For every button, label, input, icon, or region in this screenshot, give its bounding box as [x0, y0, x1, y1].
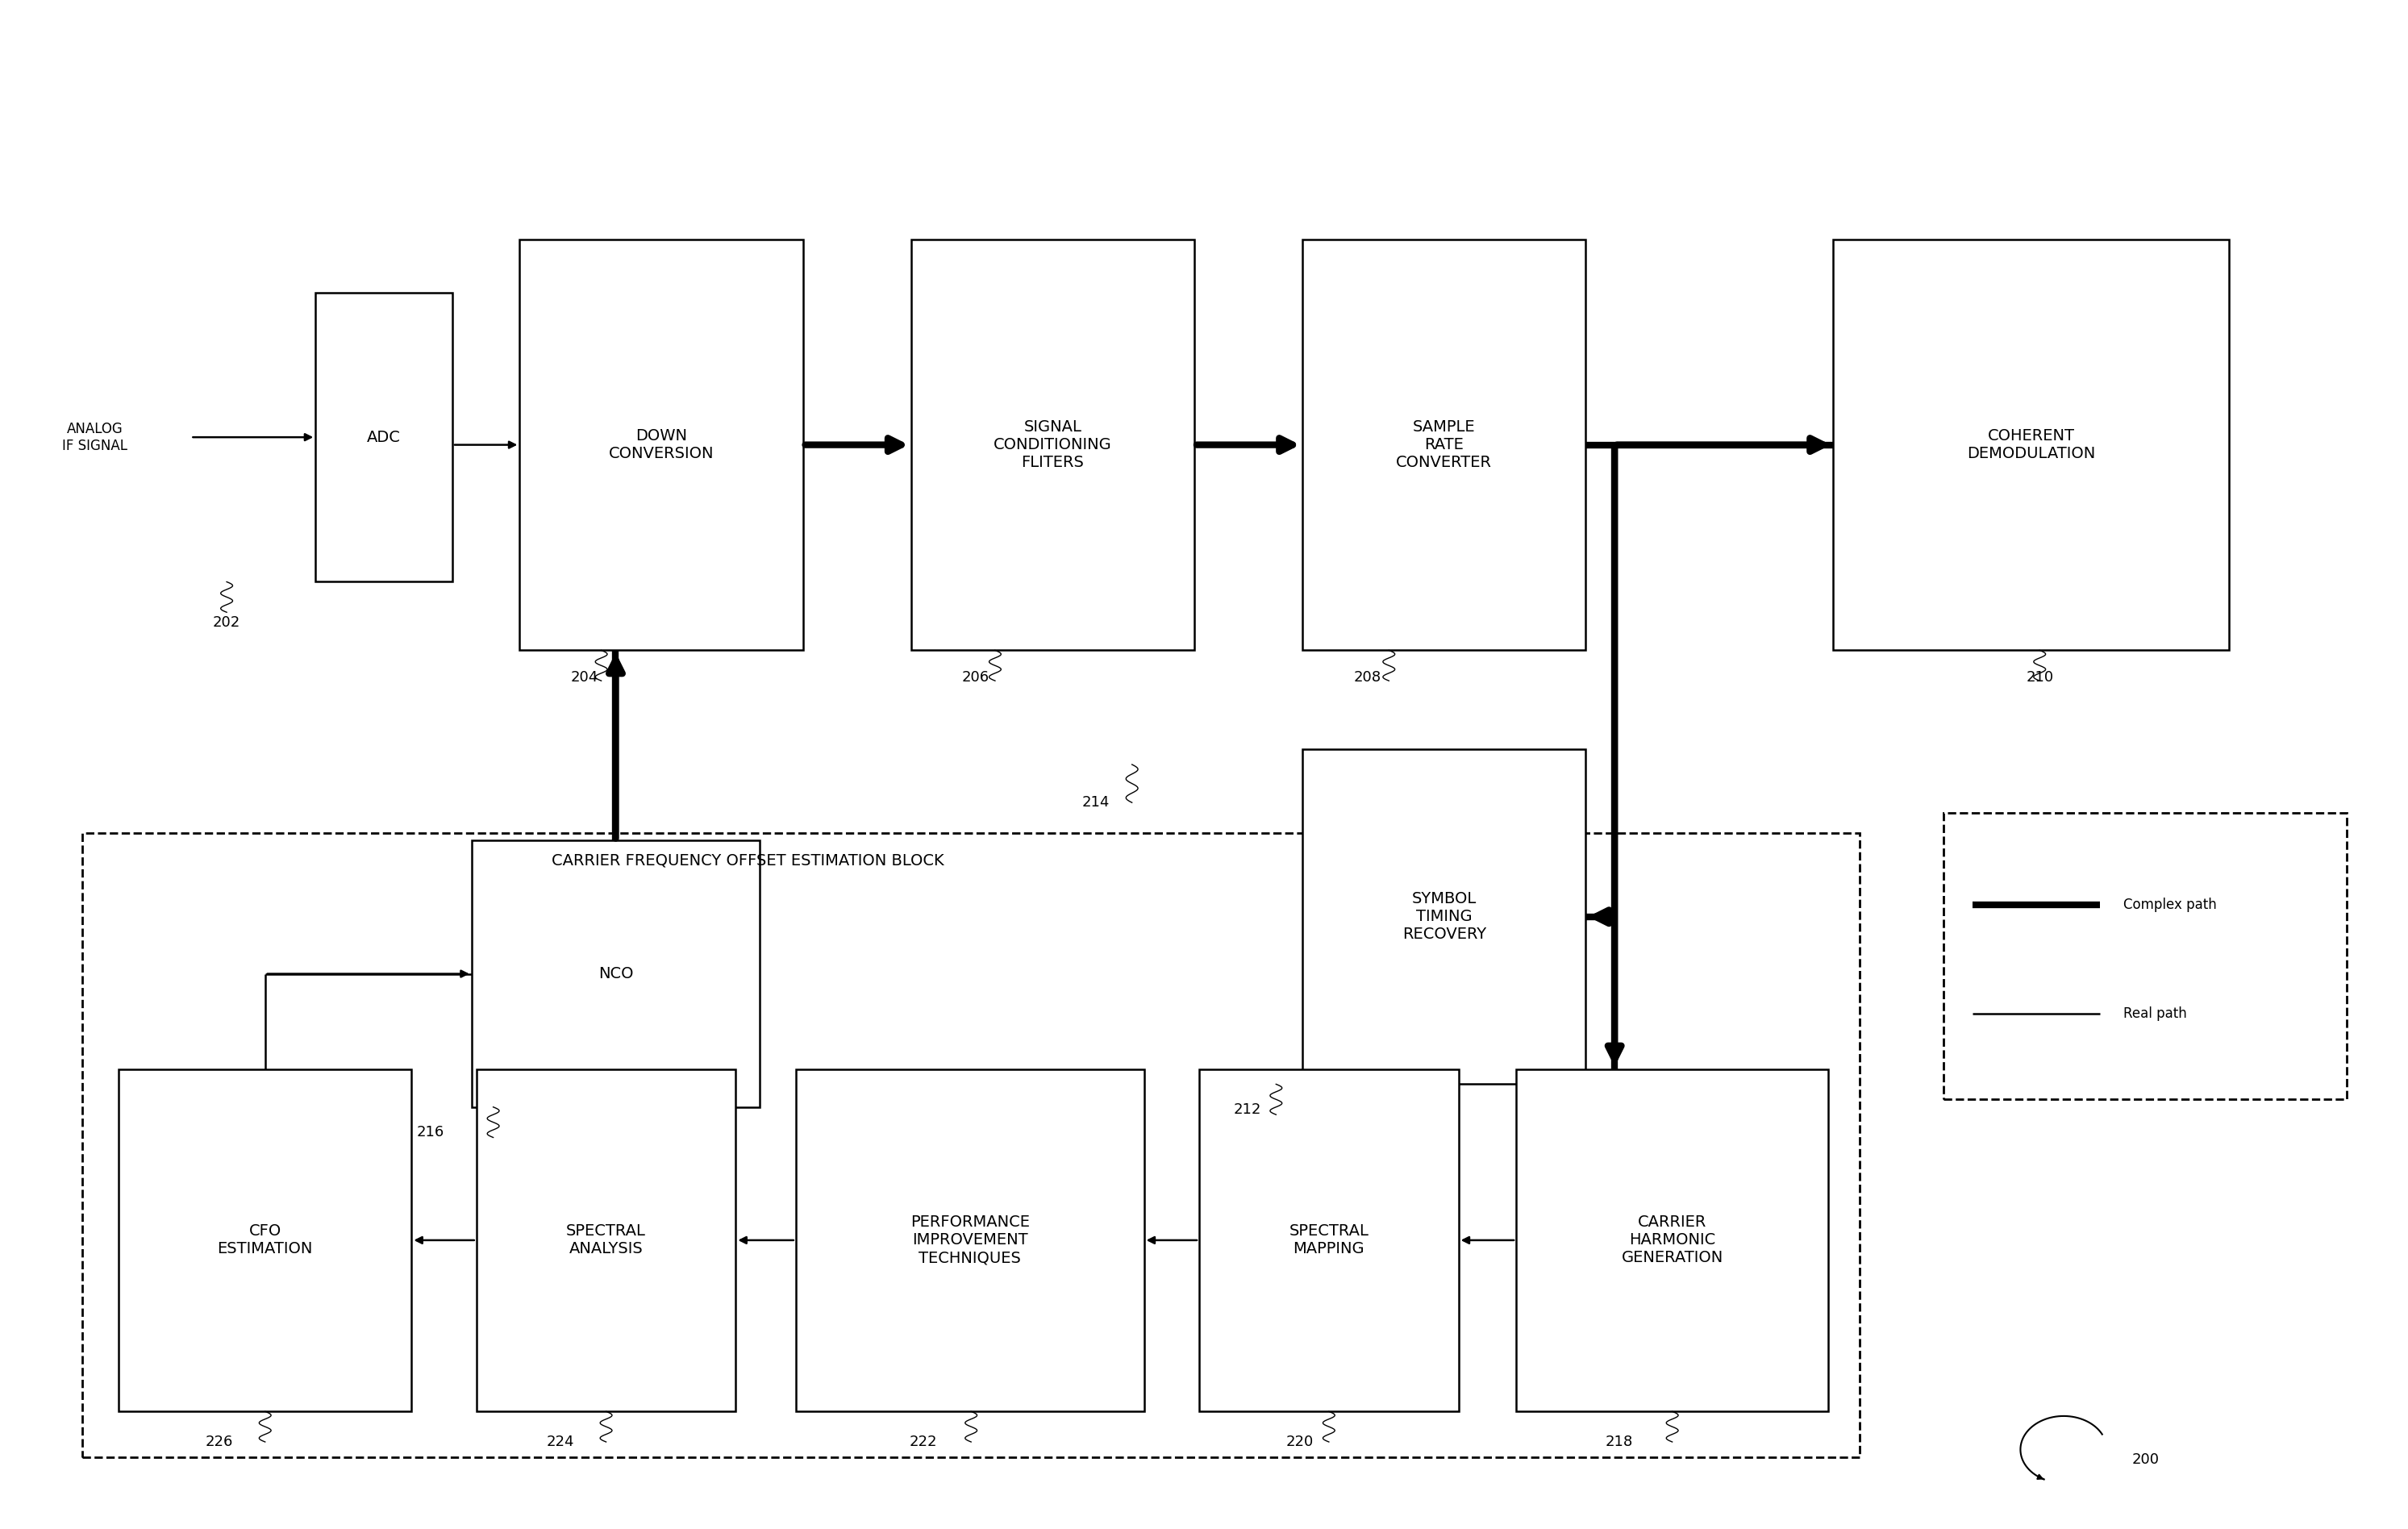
FancyBboxPatch shape — [520, 240, 802, 650]
FancyBboxPatch shape — [472, 841, 761, 1107]
FancyBboxPatch shape — [1303, 749, 1587, 1084]
Text: 224: 224 — [547, 1434, 576, 1449]
Text: PERFORMANCE
IMPROVEMENT
TECHNIQUES: PERFORMANCE IMPROVEMENT TECHNIQUES — [910, 1216, 1031, 1266]
FancyBboxPatch shape — [315, 292, 453, 583]
Text: SYMBOL
TIMING
RECOVERY: SYMBOL TIMING RECOVERY — [1401, 891, 1486, 942]
Text: 226: 226 — [205, 1434, 234, 1449]
Text: DOWN
CONVERSION: DOWN CONVERSION — [609, 428, 713, 462]
Text: 216: 216 — [417, 1125, 445, 1139]
Text: 220: 220 — [1286, 1434, 1315, 1449]
FancyBboxPatch shape — [1517, 1069, 1828, 1411]
FancyBboxPatch shape — [910, 240, 1194, 650]
Text: CARRIER
HARMONIC
GENERATION: CARRIER HARMONIC GENERATION — [1621, 1216, 1724, 1266]
FancyBboxPatch shape — [477, 1069, 737, 1411]
Text: SPECTRAL
ANALYSIS: SPECTRAL ANALYSIS — [566, 1223, 645, 1257]
Text: Real path: Real path — [2124, 1006, 2186, 1021]
Text: 222: 222 — [910, 1434, 937, 1449]
FancyBboxPatch shape — [1832, 240, 2230, 650]
Text: 212: 212 — [1233, 1102, 1262, 1118]
Text: 208: 208 — [1353, 670, 1382, 685]
Text: 210: 210 — [2025, 670, 2054, 685]
FancyBboxPatch shape — [795, 1069, 1144, 1411]
Text: SIGNAL
CONDITIONING
FLITERS: SIGNAL CONDITIONING FLITERS — [995, 419, 1112, 471]
FancyBboxPatch shape — [1199, 1069, 1459, 1411]
FancyBboxPatch shape — [1303, 240, 1587, 650]
Text: 200: 200 — [2131, 1453, 2160, 1468]
Text: ANALOG
IF SIGNAL: ANALOG IF SIGNAL — [63, 422, 128, 453]
Text: 214: 214 — [1081, 795, 1110, 809]
Text: 202: 202 — [212, 615, 241, 630]
Text: SPECTRAL
MAPPING: SPECTRAL MAPPING — [1288, 1223, 1368, 1257]
FancyBboxPatch shape — [1943, 813, 2348, 1099]
Text: SAMPLE
RATE
CONVERTER: SAMPLE RATE CONVERTER — [1397, 419, 1493, 471]
Text: CFO
ESTIMATION: CFO ESTIMATION — [217, 1223, 313, 1257]
Text: 206: 206 — [963, 670, 990, 685]
Text: NCO: NCO — [597, 966, 633, 982]
Text: CARRIER FREQUENCY OFFSET ESTIMATION BLOCK: CARRIER FREQUENCY OFFSET ESTIMATION BLOC… — [551, 853, 944, 868]
Text: Complex path: Complex path — [2124, 898, 2218, 913]
FancyBboxPatch shape — [118, 1069, 412, 1411]
Text: 218: 218 — [1606, 1434, 1633, 1449]
Text: ADC: ADC — [366, 430, 400, 445]
Text: COHERENT
DEMODULATION: COHERENT DEMODULATION — [1967, 428, 2095, 462]
Text: 204: 204 — [571, 670, 597, 685]
